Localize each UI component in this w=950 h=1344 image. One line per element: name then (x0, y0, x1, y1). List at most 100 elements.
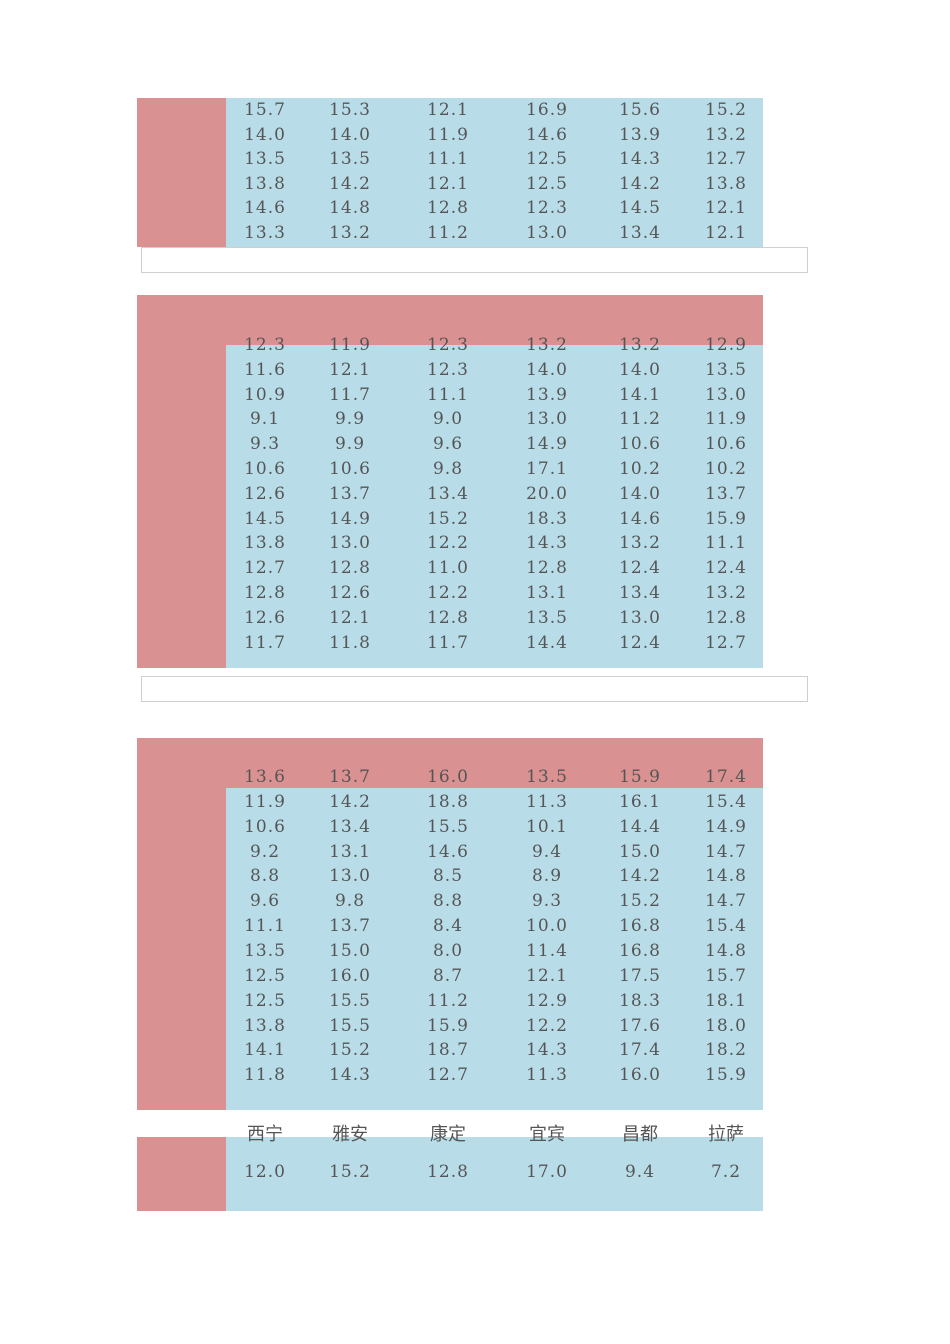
table4-side-band (137, 1137, 226, 1211)
table-cell: 13.7 (329, 916, 371, 937)
table-cell: 13.2 (619, 335, 661, 355)
table-cell: 13.5 (329, 149, 371, 170)
table-cell: 14.9 (705, 816, 747, 837)
table-cell: 13.5 (244, 940, 286, 961)
table-cell: 8.8 (432, 891, 464, 912)
table-cell: 18.2 (705, 1040, 747, 1061)
table-cell: 12.1 (329, 359, 371, 380)
table3-side-band (137, 738, 226, 1110)
table3-header-band (226, 738, 763, 788)
table-cell: 10.6 (244, 816, 286, 837)
table-cell: 11.1 (427, 149, 469, 170)
table-cell: 10.0 (526, 916, 568, 937)
table-cell: 9.6 (432, 434, 464, 455)
table-cell: 14.6 (427, 841, 469, 862)
table-cell: 17.5 (619, 965, 661, 986)
table-cell: 12.3 (526, 198, 568, 219)
table-cell: 14.7 (705, 841, 747, 862)
table-cell: 18.3 (619, 990, 661, 1011)
table-cell: 11.9 (329, 335, 371, 355)
table-cell: 12.3 (427, 359, 469, 380)
table-cell: 12.9 (705, 335, 747, 355)
table-cell: 13.2 (619, 533, 661, 554)
table2-body (226, 345, 763, 668)
table2-header-band (226, 295, 763, 345)
table-cell: 13.0 (526, 409, 568, 430)
table-cell: 14.7 (705, 891, 747, 912)
table-cell: 11.9 (427, 124, 469, 145)
table-cell: 8.9 (531, 866, 563, 887)
table-cell: 12.4 (619, 632, 661, 653)
table-cell: 16.8 (619, 916, 661, 937)
table-cell: 12.8 (526, 558, 568, 579)
column-header: 拉萨 (708, 1124, 744, 1145)
table-cell: 12.4 (705, 558, 747, 579)
table-cell: 15.2 (329, 1162, 371, 1182)
table-cell: 11.1 (427, 384, 469, 405)
table-cell: 11.2 (619, 409, 661, 430)
table-cell: 15.5 (329, 990, 371, 1011)
table-cell: 12.6 (329, 583, 371, 603)
table-cell: 15.9 (427, 1015, 469, 1036)
table-cell: 13.7 (329, 483, 371, 504)
table-cell: 12.8 (427, 1162, 469, 1182)
table-cell: 12.1 (427, 100, 469, 120)
table-cell: 15.4 (705, 791, 747, 812)
table-cell: 14.1 (619, 384, 661, 405)
table-cell: 13.5 (526, 767, 568, 787)
table-cell: 11.3 (526, 1065, 568, 1086)
table-cell: 12.5 (244, 990, 286, 1011)
table-cell: 11.3 (526, 791, 568, 812)
table-cell: 12.8 (244, 583, 286, 603)
table-cell: 13.2 (705, 124, 747, 145)
table-cell: 10.6 (619, 434, 661, 455)
table-cell: 11.2 (427, 223, 469, 243)
table-cell: 18.8 (427, 791, 469, 812)
table1-side-band (137, 98, 226, 247)
table-cell: 14.0 (526, 359, 568, 380)
table-cell: 15.2 (705, 100, 747, 120)
table-cell: 12.1 (705, 198, 747, 219)
table-cell: 8.4 (432, 916, 464, 937)
column-header: 西宁 (247, 1124, 283, 1145)
table-cell: 12.2 (526, 1015, 568, 1036)
table-cell: 9.4 (624, 1162, 656, 1182)
table-cell: 12.1 (705, 223, 747, 243)
table-cell: 11.9 (705, 409, 747, 430)
table-cell: 13.2 (705, 583, 747, 603)
table-cell: 14.6 (619, 508, 661, 529)
table-cell: 9.0 (432, 409, 464, 430)
table-cell: 11.8 (329, 632, 371, 653)
table-cell: 13.1 (526, 583, 568, 603)
table-cell: 18.7 (427, 1040, 469, 1061)
table-cell: 10.2 (705, 459, 747, 479)
table-cell: 12.1 (427, 173, 469, 194)
table-cell: 14.2 (329, 173, 371, 194)
table-cell: 15.0 (619, 841, 661, 862)
table-cell: 14.0 (244, 124, 286, 145)
table-cell: 14.3 (329, 1065, 371, 1086)
table-cell: 17.0 (526, 1162, 568, 1182)
table-cell: 14.0 (619, 359, 661, 380)
table-cell: 9.1 (249, 409, 281, 430)
table-cell: 13.4 (427, 483, 469, 504)
table-cell: 10.6 (329, 459, 371, 479)
table-cell: 11.9 (244, 791, 286, 812)
table-cell: 11.4 (526, 940, 568, 961)
table-cell: 16.1 (619, 791, 661, 812)
table-cell: 9.3 (249, 434, 281, 455)
table-cell: 9.9 (334, 434, 366, 455)
table-cell: 12.3 (427, 335, 469, 355)
table-cell: 12.4 (619, 558, 661, 579)
table2-side-band (137, 295, 226, 668)
table-cell: 14.2 (619, 866, 661, 887)
table-cell: 18.0 (705, 1015, 747, 1036)
table-cell: 9.6 (249, 891, 281, 912)
table-cell: 15.9 (705, 1065, 747, 1086)
table-cell: 14.2 (329, 791, 371, 812)
table3-body (226, 788, 763, 1110)
table-cell: 13.8 (244, 173, 286, 194)
table-cell: 15.9 (619, 767, 661, 787)
table-cell: 16.8 (619, 940, 661, 961)
table-cell: 12.8 (329, 558, 371, 579)
